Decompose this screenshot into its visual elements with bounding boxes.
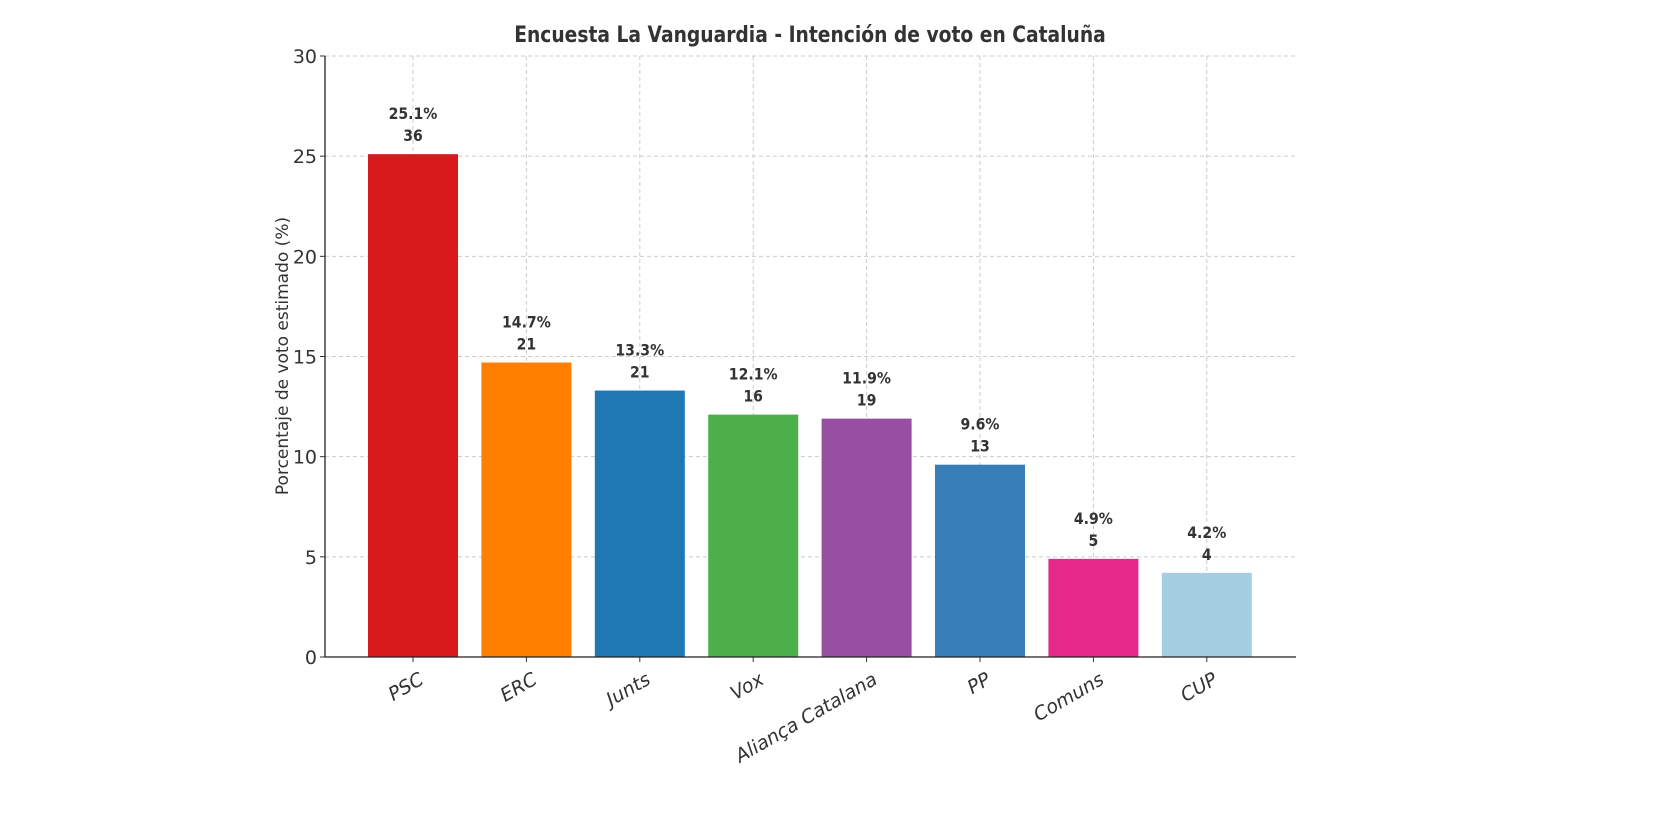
bar-psc — [368, 154, 458, 657]
y-tick-label: 0 — [305, 647, 317, 669]
data-label-seats: 16 — [743, 387, 763, 406]
data-label-seats: 21 — [630, 363, 650, 382]
x-tick-label: CUP — [1177, 668, 1222, 707]
data-label-seats: 36 — [403, 126, 423, 145]
data-label-seats: 19 — [857, 391, 877, 410]
bar-erc — [481, 362, 572, 657]
x-tick-label: ERC — [497, 668, 542, 707]
x-tick-label: PSC — [385, 668, 428, 706]
data-label-percent: 25.1% — [389, 104, 438, 123]
y-tick-label: 15 — [293, 347, 317, 369]
data-label-seats: 13 — [970, 437, 990, 456]
data-label-seats: 5 — [1089, 531, 1099, 550]
bar-junts — [594, 390, 685, 657]
data-label-percent: 4.9% — [1074, 509, 1113, 528]
bar-cup — [1161, 572, 1252, 657]
y-tick-label: 20 — [293, 246, 317, 268]
y-tick-label: 5 — [305, 547, 317, 569]
chart-title: Encuesta La Vanguardia - Intención de vo… — [514, 22, 1106, 48]
bar-vox — [708, 414, 799, 657]
data-label-percent: 13.3% — [615, 341, 664, 360]
x-tick-label: PP — [964, 668, 995, 699]
data-label-percent: 12.1% — [729, 365, 778, 384]
x-tick-label: Comuns — [1030, 668, 1108, 726]
data-label-percent: 4.2% — [1187, 523, 1226, 542]
data-label-seats: 21 — [517, 335, 537, 354]
x-tick-label: Junts — [599, 668, 654, 713]
bar-pp — [935, 464, 1025, 657]
bar-aliança-catalana — [821, 418, 912, 657]
data-label-percent: 11.9% — [842, 369, 891, 388]
grid — [325, 55, 1296, 657]
y-tick-label: 30 — [293, 46, 317, 68]
y-tick-label: 25 — [293, 146, 317, 168]
data-label-percent: 14.7% — [502, 313, 551, 332]
bars: 25.1% 36 14.7% 21 13.3% 21 12.1% 16 11.9% 19 9.6% 1… — [368, 104, 1252, 657]
data-label-seats: 4 — [1202, 545, 1212, 564]
y-axis-label: Porcentaje de voto estimado (%) — [273, 217, 293, 495]
data-label-percent: 9.6% — [960, 415, 999, 434]
x-tick-label: Vox — [727, 668, 769, 705]
bar-comuns — [1048, 558, 1139, 657]
y-tick-label: 10 — [293, 447, 317, 469]
